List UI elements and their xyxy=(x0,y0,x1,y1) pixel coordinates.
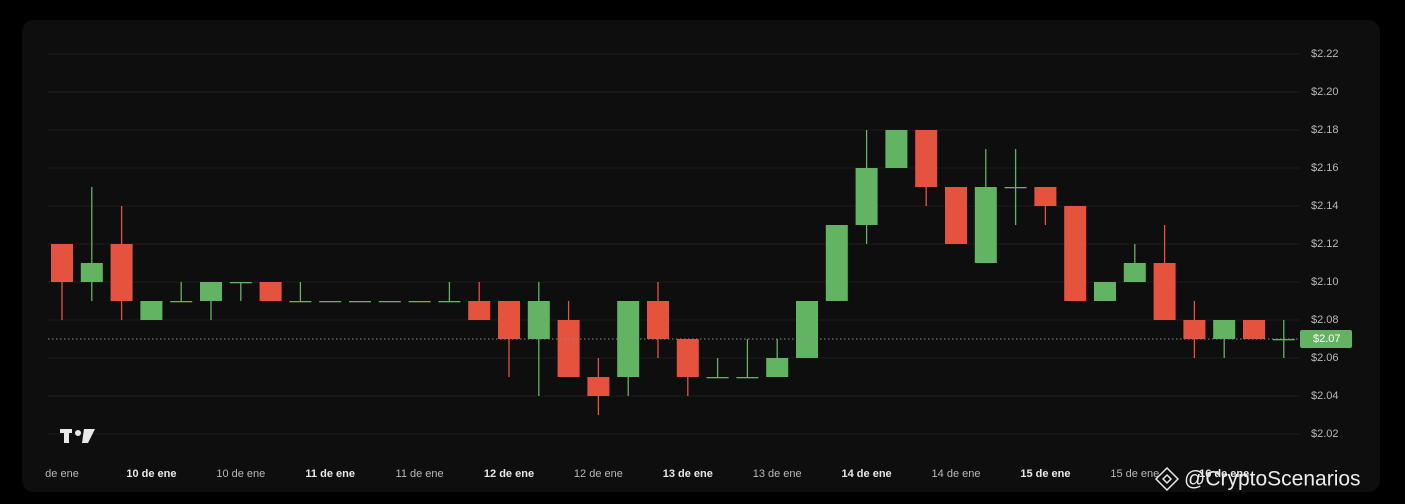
x-tick-label: 10 de ene xyxy=(216,468,265,480)
candle-body xyxy=(676,339,699,377)
candle-body xyxy=(736,377,759,379)
candle-body xyxy=(229,282,252,284)
candle-body xyxy=(706,377,729,379)
y-tick-label: $2.12 xyxy=(1311,238,1339,250)
y-tick-label: $2.06 xyxy=(1311,352,1339,364)
panel xyxy=(22,20,1380,492)
candle-body xyxy=(408,301,431,303)
candle-body xyxy=(855,168,878,225)
y-tick-label: $2.10 xyxy=(1311,276,1339,288)
x-tick-label: 11 de ene xyxy=(305,468,355,480)
candle-body xyxy=(1243,320,1265,339)
candle-body xyxy=(498,301,520,339)
candle-body xyxy=(1094,282,1116,301)
candle-body xyxy=(1034,187,1057,206)
x-tick-label: 15 de ene xyxy=(1020,468,1070,480)
candle-body xyxy=(51,244,73,282)
candle-body xyxy=(140,301,163,320)
candle-body xyxy=(885,130,908,168)
candle-body xyxy=(319,301,342,303)
candle-body xyxy=(587,377,610,396)
candle-body xyxy=(557,320,580,377)
candle-body xyxy=(438,301,461,303)
candle-body xyxy=(915,130,938,187)
candle-body xyxy=(349,301,371,303)
candle-body xyxy=(647,301,669,339)
y-tick-label: $2.14 xyxy=(1311,200,1339,212)
x-tick-label: 10 de ene xyxy=(126,468,176,480)
candle-body xyxy=(289,301,312,303)
candle-body xyxy=(378,301,401,303)
x-tick-label: de ene xyxy=(45,468,79,480)
x-tick-label: 13 de ene xyxy=(753,468,802,480)
candle-body xyxy=(1213,320,1236,339)
last-price-badge xyxy=(1300,330,1352,348)
x-tick-label: 14 de ene xyxy=(932,468,981,480)
x-tick-label: 14 de ene xyxy=(842,468,892,480)
watermark: @CryptoScenarios xyxy=(1184,468,1361,491)
watermark-logo xyxy=(1154,466,1180,492)
x-tick-label: 12 de ene xyxy=(574,468,623,480)
candle-body xyxy=(468,301,491,320)
y-tick-label: $2.04 xyxy=(1311,390,1339,402)
candle-body xyxy=(1183,320,1206,339)
last-price-label: $2.07 xyxy=(1313,333,1341,345)
candle-body xyxy=(1272,339,1295,341)
candles xyxy=(51,130,1295,415)
candle-body xyxy=(1123,263,1146,282)
candle-body xyxy=(1153,263,1176,320)
candle-body xyxy=(200,282,222,301)
y-tick-label: $2.20 xyxy=(1311,86,1339,98)
candle-body xyxy=(170,301,193,303)
candle-body xyxy=(766,358,789,377)
candle-body xyxy=(825,225,848,301)
candle-body xyxy=(796,301,818,358)
candle-body xyxy=(1064,206,1087,301)
x-tick-label: 11 de ene xyxy=(396,468,444,480)
y-tick-label: $2.16 xyxy=(1311,162,1339,174)
candle-body xyxy=(80,263,103,282)
y-tick-label: $2.08 xyxy=(1311,314,1339,326)
tv-logo xyxy=(60,429,95,443)
candle-body xyxy=(259,282,282,301)
candle-body xyxy=(974,187,997,263)
x-tick-label: 15 de ene xyxy=(1110,468,1159,480)
x-tick-label: 16 de ene xyxy=(1199,468,1249,480)
y-tick-label: $2.22 xyxy=(1311,48,1339,60)
candle-body xyxy=(110,244,133,301)
candle-body xyxy=(945,187,967,244)
candle-body xyxy=(527,301,550,339)
grid xyxy=(48,53,1300,435)
x-tick-label: 12 de ene xyxy=(484,468,534,480)
candle-body xyxy=(1004,187,1027,189)
y-tick-label: $2.02 xyxy=(1311,428,1339,440)
y-tick-label: $2.18 xyxy=(1311,124,1339,136)
x-tick-label: 13 de ene xyxy=(663,468,713,480)
